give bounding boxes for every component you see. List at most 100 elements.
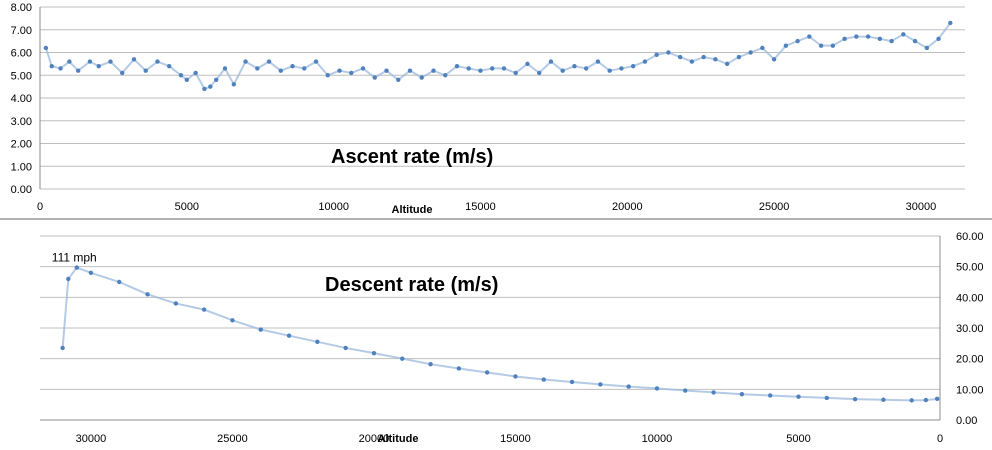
ascent-data-point [208, 84, 213, 89]
ascent-data-point [120, 70, 125, 76]
ascent-data-point [131, 57, 137, 62]
ascent-series-0 [43, 20, 953, 92]
descent-data-point [654, 386, 660, 391]
ascent-data-point [642, 59, 648, 64]
descent-data-point [711, 390, 716, 395]
ascent-data-point [75, 68, 81, 73]
ascent-data-point [795, 38, 800, 44]
descent-data-point [66, 276, 71, 282]
ascent-x-tick-label: 30000 [906, 201, 937, 213]
ascent-data-point [936, 36, 941, 42]
ascent-data-point [96, 63, 101, 69]
descent-data-point [258, 327, 263, 332]
ascent-data-point [889, 38, 894, 44]
descent-data-point [909, 398, 914, 403]
descent-y-tick-label: 30.00 [956, 323, 984, 335]
descent-data-point [343, 345, 348, 351]
ascent-data-point [266, 59, 272, 64]
descent-data-point [230, 318, 235, 323]
ascent-data-point [372, 75, 377, 80]
descent-y-tick-label: 60.00 [956, 231, 984, 243]
ascent-data-point [607, 68, 612, 73]
ascent-data-point [155, 59, 160, 64]
ascent-x-tick-label: 0 [37, 201, 43, 213]
ascent-y-tick-label: 4.00 [11, 93, 32, 105]
descent-data-point [88, 270, 94, 275]
descent-data-point [824, 395, 829, 401]
ascent-y-tick-label: 2.00 [11, 139, 32, 151]
descent-data-point [315, 339, 320, 344]
descent-x-tick-label: 10000 [642, 433, 673, 445]
ascent-data-point [349, 70, 354, 76]
ascent-data-point [783, 43, 789, 48]
descent-data-point [541, 377, 546, 382]
ascent-y-tick-label: 5.00 [11, 70, 32, 82]
ascent-data-point [87, 59, 93, 64]
descent-x-tick-label: 25000 [217, 433, 248, 445]
ascent-y-tick-label: 7.00 [11, 25, 32, 37]
descent-x-tick-label: 0 [937, 433, 943, 445]
descent-data-point [683, 388, 688, 393]
descent-y-tick-label: 50.00 [956, 262, 984, 274]
descent-data-point [371, 350, 377, 356]
descent-data-point [173, 301, 179, 306]
ascent-data-point [466, 66, 471, 71]
ascent-data-point [193, 70, 198, 76]
ascent-data-point [43, 45, 49, 51]
ascent-y-tick-label: 0.00 [11, 184, 32, 196]
ascent-data-point [912, 38, 918, 44]
descent-chart-title: Descent rate (m/s) [325, 274, 498, 296]
ascent-data-point [222, 66, 228, 71]
ascent-x-tick-label: 25000 [759, 201, 790, 213]
descent-data-point [569, 379, 575, 385]
ascent-data-point [924, 45, 930, 51]
ascent-data-point [184, 77, 190, 83]
descent-data-point [626, 384, 631, 389]
descent-y-tick-label: 20.00 [956, 354, 984, 366]
ascent-data-point [666, 50, 671, 55]
ascent-data-point [290, 63, 295, 69]
ascent-data-point [736, 54, 742, 60]
descent-x-tick-label: 20000 [359, 433, 390, 445]
ascent-data-point [948, 20, 953, 26]
ascent-data-point [548, 59, 554, 64]
ascent-data-point [313, 59, 319, 64]
ascent-data-point [490, 66, 495, 71]
descent-data-point [428, 361, 433, 367]
ascent-y-tick-label: 6.00 [11, 48, 32, 60]
ascent-data-point [771, 57, 777, 62]
ascent-x-tick-label: 20000 [612, 201, 643, 213]
descent-series-0 [60, 265, 940, 403]
descent-data-point [513, 374, 518, 379]
descent-annotation: 111 mph [52, 251, 97, 265]
ascent-data-point [325, 73, 330, 78]
ascent-data-point [513, 70, 518, 76]
ascent-data-point [818, 43, 824, 48]
descent-x-tick-label: 30000 [76, 433, 107, 445]
descent-data-point [739, 392, 745, 397]
ascent-data-point [231, 82, 237, 87]
ascent-data-point [748, 50, 753, 55]
ascent-data-point [360, 66, 366, 71]
descent-y-tick-label: 0.00 [956, 415, 977, 427]
ascent-x-tick-label: 10000 [318, 201, 349, 213]
ascent-data-point [255, 66, 260, 71]
descent-y-tick-label: 40.00 [956, 292, 984, 304]
descent-chart: 0.00 10.00 20.00 30.00 40.00 50.00 60.00 30000 2… [40, 231, 984, 445]
descent-x-tick-label: 15000 [500, 433, 531, 445]
ascent-data-point [525, 61, 530, 67]
ascent-x-tick-label: 15000 [465, 201, 496, 213]
descent-x-tick-label: 5000 [786, 433, 810, 445]
descent-data-point [484, 370, 490, 375]
ascent-data-point [443, 73, 448, 78]
ascent-data-point [167, 63, 172, 69]
descent-data-point [60, 345, 65, 351]
ascent-series-line [44, 22, 952, 91]
ascent-data-point [713, 57, 718, 62]
descent-data-point [767, 393, 773, 398]
ascent-data-point [583, 66, 589, 71]
ascent-data-point [478, 68, 483, 73]
ascent-data-point [619, 66, 624, 71]
